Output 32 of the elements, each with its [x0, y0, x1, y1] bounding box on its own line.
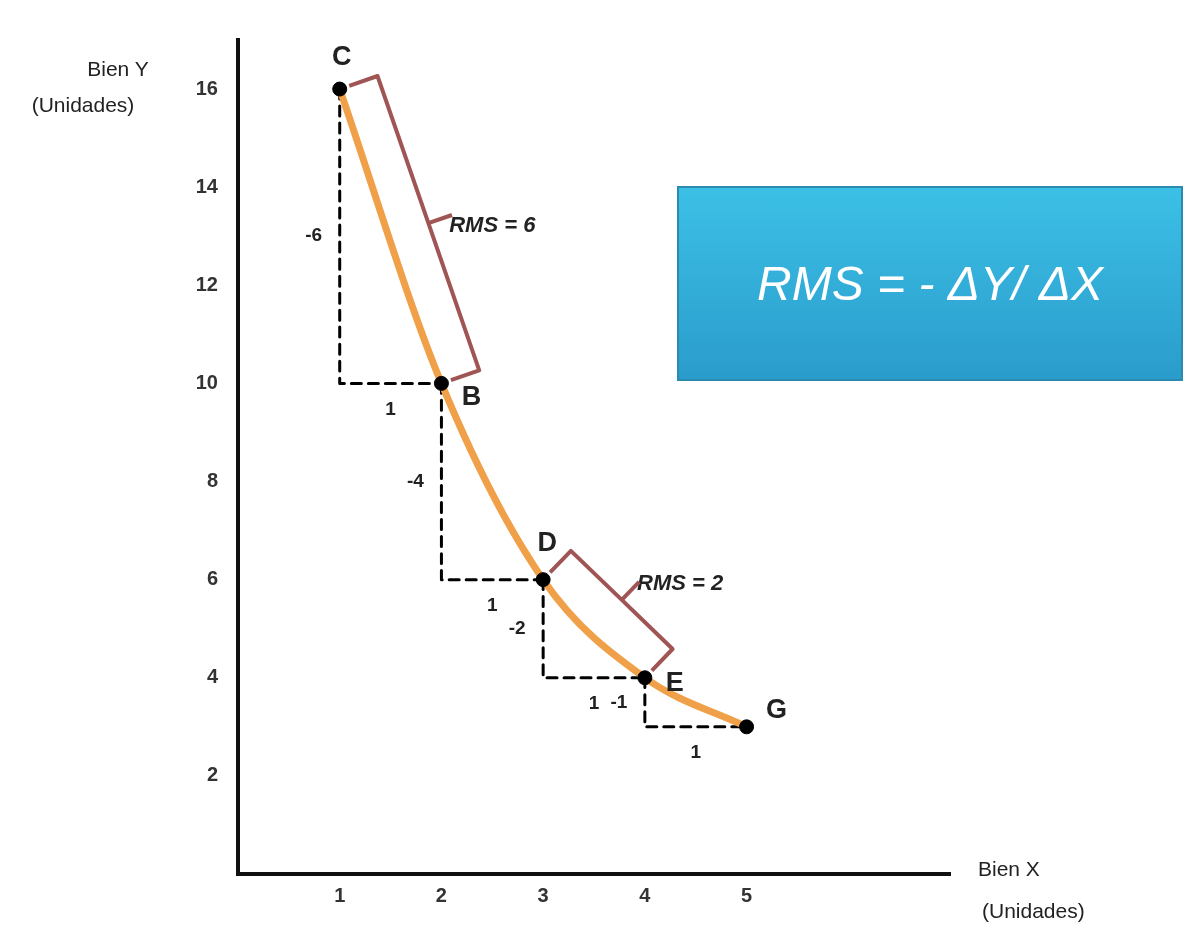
y-tick-label: 14	[195, 174, 219, 197]
x-tick-label: 2	[435, 883, 447, 906]
annotation: E	[665, 667, 684, 698]
annotation: RMS = - ΔY/ ΔX	[757, 256, 1103, 311]
annotation: C	[331, 40, 352, 71]
annotation: 1	[487, 593, 498, 615]
y-tick-label: 12	[195, 272, 218, 295]
annotation: -4	[406, 469, 425, 491]
annotation: 1	[588, 692, 600, 713]
annotation: D	[537, 527, 557, 558]
y-tick-label: 6	[206, 567, 218, 590]
annotation: B	[461, 380, 482, 411]
x-tick-label: 5	[741, 883, 753, 906]
y-tick-label: 10	[195, 370, 218, 393]
annotation: 1	[385, 397, 397, 419]
x-tick-label: 4	[639, 883, 652, 906]
annotation: RMS = 2	[637, 570, 724, 596]
annotation: -6	[305, 224, 323, 246]
banner-box: RMS = - ΔY/ ΔX	[677, 186, 1183, 381]
annotation: -2	[508, 616, 526, 638]
y-tick-label: 4	[206, 665, 219, 688]
y-tick-label: 8	[206, 469, 218, 492]
y-tick-label: 16	[195, 76, 218, 99]
annotation: G	[766, 694, 788, 725]
y-axis-title: Bien Y (Unidades)	[31, 56, 149, 116]
annotation: -1	[610, 690, 628, 712]
annotation: 1	[690, 741, 702, 763]
x-tick-label: 1	[334, 883, 346, 906]
annotation: RMS = 6	[449, 211, 537, 237]
y-tick-label: 2	[206, 763, 218, 786]
x-tick-label: 3	[537, 883, 549, 906]
x-axis-title: Bien X (Unidades)	[978, 856, 1085, 922]
